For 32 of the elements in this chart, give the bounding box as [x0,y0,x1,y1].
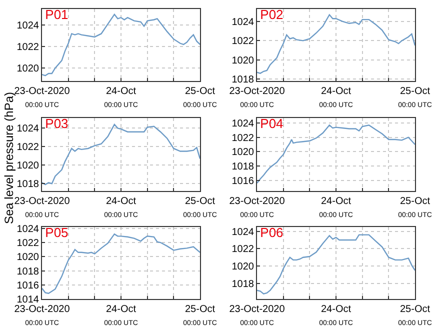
y-tick-label: 1018 [232,161,254,172]
y-tick-label: 1020 [232,262,254,273]
y-tick-label: 1022 [232,132,254,144]
y-tick-label: 1024 [16,124,40,135]
y-tick-label: 1020 [16,252,40,264]
chart-title: P01 [45,6,68,22]
y-tick-label: 1024 [232,16,254,28]
y-tick-label: 1022 [232,244,254,256]
y-tick-label: 1020 [16,64,40,75]
y-tick-label: 1018 [232,278,254,290]
y-tick-label: 1024 [16,224,40,235]
y-tick-label: 1020 [16,160,40,172]
y-tick-label: 1016 [16,280,40,292]
y-tick-label: 1020 [232,55,254,66]
y-tick-label: 1014 [16,294,40,306]
chart-title: P04 [260,116,284,131]
y-tick-label: 1022 [232,36,254,48]
chart-title: P03 [45,116,68,131]
chart-title: P02 [260,6,284,22]
y-tick-label: 1020 [232,147,254,158]
y-tick-label: 1016 [232,176,254,187]
y-tick-label: 1022 [16,238,40,250]
y-tick-label: 1024 [232,226,254,238]
y-tick-label: 1018 [232,74,254,86]
y-tick-label: 1018 [16,179,40,190]
y-tick-label: 1024 [16,20,40,32]
chart-title: P05 [45,224,68,240]
y-tick-label: 1022 [16,142,40,154]
chart-title: P06 [260,224,284,240]
y-tick-label: 1022 [16,42,40,54]
y-tick-label: 1018 [16,266,40,278]
y-tick-label: 1024 [232,118,254,130]
